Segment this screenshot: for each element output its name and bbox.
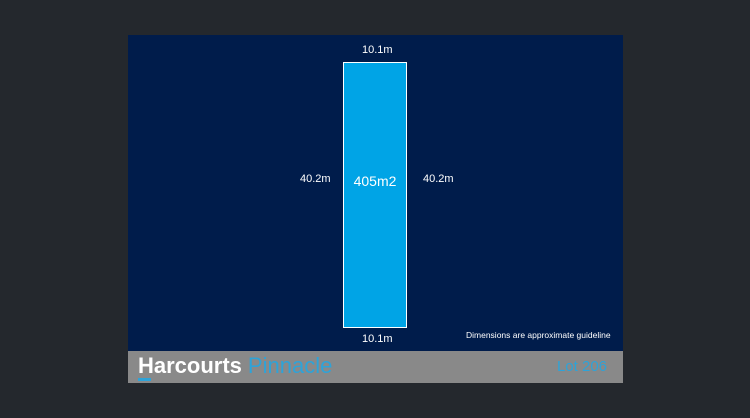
brand-name: Harcourts: [138, 353, 242, 378]
right-dimension: 40.2m: [423, 173, 454, 185]
disclaimer: Dimensions are approximate guideline: [466, 330, 611, 340]
lot-rectangle: 405m2: [343, 62, 407, 328]
brand-logo: Harcourts Pinnacle: [138, 353, 332, 379]
bottom-dimension: 10.1m: [362, 333, 393, 345]
top-dimension: 10.1m: [362, 44, 393, 56]
lot-number: Lot 206: [556, 358, 607, 375]
office-name: Pinnacle: [247, 353, 333, 378]
logo-accent: [138, 378, 151, 381]
lot-area: 405m2: [353, 173, 397, 189]
left-dimension: 40.2m: [300, 173, 331, 185]
footer-bar: Harcourts Pinnacle Lot 206: [128, 351, 623, 383]
